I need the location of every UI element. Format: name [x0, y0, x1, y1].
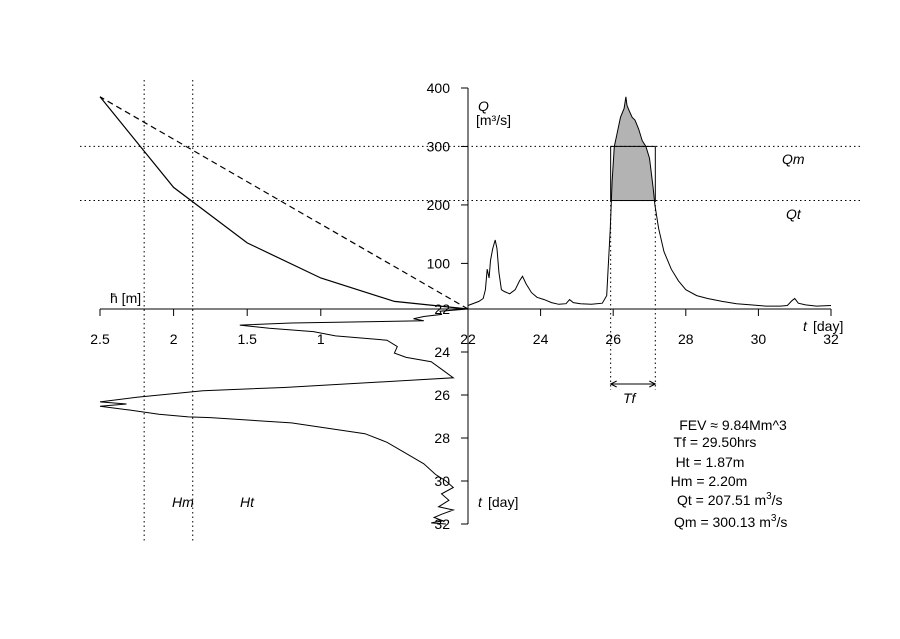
hm-annotation: Hm = 2.20m — [671, 473, 748, 489]
q-tick-label: 300 — [427, 138, 451, 154]
time-tick-label-down: 24 — [434, 344, 450, 360]
time-axis-label-symbol-down: t — [478, 494, 483, 510]
depth-tick-label: 2.5 — [90, 331, 110, 347]
q-tick-label: 400 — [427, 80, 451, 96]
time-axis-label-unit-down: [day] — [488, 494, 518, 510]
rating-curve-dashed — [99, 96, 469, 310]
time-tick-label-right: 26 — [605, 331, 621, 347]
q-tick-label: 100 — [427, 255, 451, 271]
flood-volume-area — [610, 96, 656, 201]
fev-annotation: FEV ≈ 9.84Mm^3 — [679, 417, 787, 433]
qt-unit-tail: /s — [772, 492, 783, 508]
depth-tick-label: 2 — [170, 331, 178, 347]
depth-axis-label: h̄ [m] — [110, 290, 141, 306]
hydrograph-line — [467, 96, 832, 307]
depth-tick-label: 1 — [317, 331, 325, 347]
time-tick-label-right: 28 — [678, 331, 694, 347]
series-layer — [99, 96, 832, 525]
time-tick-label-right: 32 — [823, 331, 839, 347]
q-axis-label-symbol: Q — [478, 98, 489, 114]
qm-unit-exponent: 3 — [771, 513, 777, 524]
event-window-box — [610, 145, 656, 202]
time-tick-label-right: 22 — [460, 331, 476, 347]
tf-duration-label: Tf — [623, 390, 638, 406]
q-tick-label: 200 — [427, 197, 451, 213]
q-axis-label-unit: [m³/s] — [476, 112, 511, 128]
time-tick-label-down: 30 — [434, 473, 450, 489]
tf-arrow-head-left — [609, 380, 617, 388]
qm-annotation-value: Qm = 300.13 m — [674, 514, 771, 530]
time-tick-label-down: 26 — [434, 387, 450, 403]
qm-threshold-label: Qm — [782, 151, 805, 167]
time-tick-label-down: 28 — [434, 430, 450, 446]
depth-tick-label: 1.5 — [237, 331, 257, 347]
hm-threshold-label: Hm — [172, 494, 194, 510]
time-tick-label-right: 24 — [533, 331, 549, 347]
rating-curve-solid — [99, 96, 469, 310]
axis-labels: Q [m³/s] t [day] h̄ [m] t [day] Qm Qt Hm… — [110, 98, 843, 510]
time-axis-label-unit-right: [day] — [813, 318, 843, 334]
ht-threshold-label: Ht — [240, 494, 255, 510]
qt-annotation: Qt = 207.51 m3/s — [677, 491, 783, 508]
threshold-lines — [80, 80, 860, 542]
qm-unit-tail: /s — [776, 514, 787, 530]
tf-annotation: Tf = 29.50hrs — [674, 434, 757, 450]
time-tick-label-right: 30 — [751, 331, 767, 347]
q-origin-label: 22 — [434, 301, 450, 317]
qm-annotation: Qm = 300.13 m3/s — [674, 513, 787, 530]
summary-annotations: FEV ≈ 9.84Mm^3 Tf = 29.50hrs Ht = 1.87m … — [671, 417, 788, 530]
axes: 22 24 26 28 30 32 100 200 300 400 22 2.5 2 1.5 1 24 26 28… — [90, 80, 839, 532]
qt-unit-exponent: 3 — [766, 491, 772, 502]
depth-time-line — [99, 308, 469, 525]
time-axis-label-symbol-right: t — [803, 318, 808, 334]
qt-threshold-label: Qt — [786, 206, 802, 222]
tf-arrow-head-right — [649, 380, 657, 388]
qt-annotation-value: Qt = 207.51 m — [677, 492, 766, 508]
ht-annotation: Ht = 1.87m — [676, 454, 745, 470]
